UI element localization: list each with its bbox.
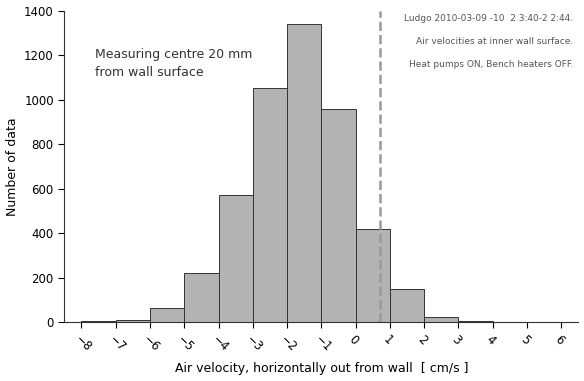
Bar xyxy=(458,321,493,322)
Bar xyxy=(287,24,321,322)
Bar xyxy=(253,88,287,322)
Bar xyxy=(81,321,116,322)
Bar xyxy=(184,273,218,322)
Text: Ludgo 2010-03-09 -10  2 3:40-2 2:44.: Ludgo 2010-03-09 -10 2 3:40-2 2:44. xyxy=(404,14,573,23)
Bar xyxy=(424,317,458,322)
Bar xyxy=(150,308,184,322)
Bar xyxy=(390,289,424,322)
Bar xyxy=(218,195,253,322)
X-axis label: Air velocity, horizontally out from wall  [ cm/s ]: Air velocity, horizontally out from wall… xyxy=(175,362,468,375)
Bar xyxy=(116,320,150,322)
Text: Measuring centre 20 mm
from wall surface: Measuring centre 20 mm from wall surface xyxy=(95,48,252,79)
Bar xyxy=(356,229,390,322)
Bar xyxy=(321,109,356,322)
Text: Heat pumps ON, Bench heaters OFF.: Heat pumps ON, Bench heaters OFF. xyxy=(409,61,573,69)
Y-axis label: Number of data: Number of data xyxy=(6,117,19,216)
Text: Air velocities at inner wall surface.: Air velocities at inner wall surface. xyxy=(416,37,573,46)
